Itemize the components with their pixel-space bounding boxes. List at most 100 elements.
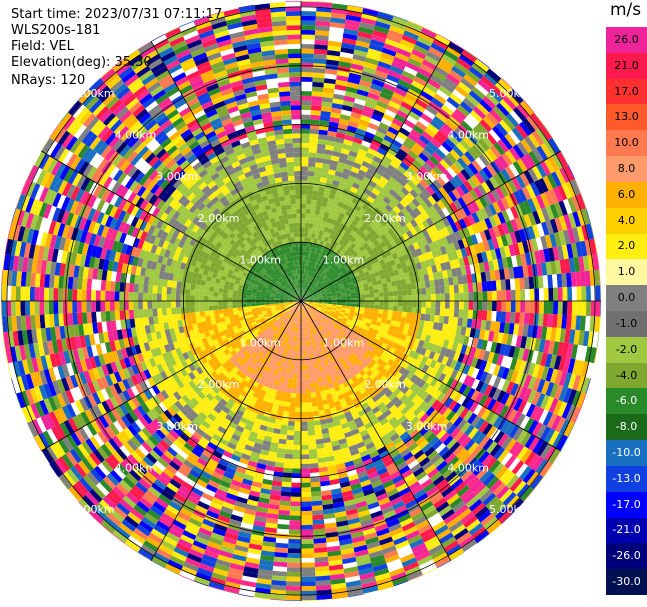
velocity-gate (539, 125, 553, 141)
velocity-gate (425, 185, 435, 196)
velocity-gate (321, 201, 328, 208)
velocity-gate (458, 53, 475, 67)
velocity-gate (301, 91, 312, 96)
velocity-gate (442, 123, 455, 135)
velocity-gate (416, 301, 422, 308)
velocity-gate (330, 245, 336, 252)
velocity-gate (301, 260, 304, 266)
velocity-gate (474, 82, 489, 96)
velocity-gate (443, 316, 450, 325)
velocity-gate (553, 186, 563, 203)
velocity-gate (301, 114, 311, 120)
velocity-gate (557, 184, 568, 201)
velocity-gate (309, 256, 313, 262)
velocity-gate (349, 249, 356, 255)
velocity-gate (576, 286, 582, 301)
velocity-gate (349, 170, 358, 178)
velocity-gate (380, 188, 389, 197)
velocity-gate (527, 212, 537, 226)
velocity-gate (522, 200, 533, 214)
velocity-gate (364, 304, 370, 309)
velocity-gate (339, 177, 348, 185)
velocity-gate (347, 5, 364, 13)
velocity-gate (482, 193, 493, 206)
velocity-gate (430, 97, 444, 109)
velocity-gate (311, 283, 315, 288)
velocity-gate (523, 312, 530, 325)
velocity-gate (429, 74, 444, 86)
velocity-gate (330, 155, 340, 162)
velocity-gate (405, 61, 420, 72)
velocity-gate (495, 122, 509, 137)
velocity-gate (330, 112, 341, 119)
velocity-gate (301, 175, 308, 181)
velocity-gate (310, 290, 315, 294)
velocity-gate (310, 114, 321, 121)
velocity-gate (322, 231, 328, 237)
velocity-gate (303, 289, 307, 295)
velocity-gate (385, 261, 392, 268)
velocity-gate (317, 283, 322, 288)
velocity-gate (323, 78, 337, 85)
velocity-gate (438, 85, 453, 97)
velocity-gate (326, 135, 336, 142)
velocity-gate (355, 274, 361, 280)
velocity-gate (467, 225, 476, 236)
velocity-gate (319, 255, 324, 261)
velocity-gate (301, 496, 312, 502)
velocity-gate (446, 224, 455, 235)
velocity-gate (401, 284, 407, 291)
velocity-gate (362, 235, 370, 243)
velocity-gate (342, 168, 351, 176)
velocity-gate (515, 174, 526, 189)
velocity-gate (528, 312, 535, 326)
velocity-gate (338, 118, 350, 126)
velocity-gate (310, 266, 314, 272)
velocity-gate (301, 81, 313, 87)
velocity-gate (501, 222, 510, 235)
velocity-gate (376, 100, 389, 110)
velocity-gate (432, 165, 444, 177)
velocity-gate (513, 106, 527, 122)
velocity-gate (511, 127, 525, 142)
velocity-gate (352, 137, 363, 145)
velocity-gate (347, 175, 356, 183)
velocity-gate (369, 242, 376, 250)
velocity-gate (307, 281, 311, 286)
velocity-gate (305, 265, 309, 271)
velocity-gate (509, 278, 516, 291)
velocity-gate (321, 281, 327, 286)
velocity-gate (496, 199, 506, 212)
velocity-gate (372, 239, 380, 247)
velocity-gate (282, 477, 292, 483)
velocity-gate (301, 383, 306, 389)
velocity-gate (443, 77, 458, 90)
velocity-gate (308, 297, 313, 300)
velocity-gate (344, 285, 350, 290)
velocity-gate (302, 295, 307, 299)
velocity-gate (501, 301, 507, 312)
velocity-gate (501, 78, 514, 90)
velocity-gate (376, 265, 383, 272)
velocity-gate (301, 156, 309, 162)
velocity-gate (392, 285, 398, 292)
velocity-gate (306, 402, 313, 408)
velocity-gate (416, 294, 422, 301)
velocity-gate (316, 282, 321, 287)
velocity-gate (330, 107, 342, 115)
velocity-gate (321, 251, 326, 257)
velocity-gate (314, 280, 319, 285)
velocity-gate (368, 308, 375, 313)
velocity-gate (301, 459, 310, 464)
velocity-gate (478, 196, 489, 208)
velocity-gate (463, 73, 478, 87)
velocity-gate (499, 184, 510, 198)
velocity-gate (456, 104, 470, 117)
velocity-gate (353, 177, 363, 186)
velocity-gate (457, 123, 470, 136)
velocity-gate (496, 102, 510, 117)
velocity-gate (386, 281, 393, 288)
velocity-gate (356, 235, 363, 243)
velocity-gate (381, 47, 397, 57)
velocity-gate (486, 112, 500, 126)
